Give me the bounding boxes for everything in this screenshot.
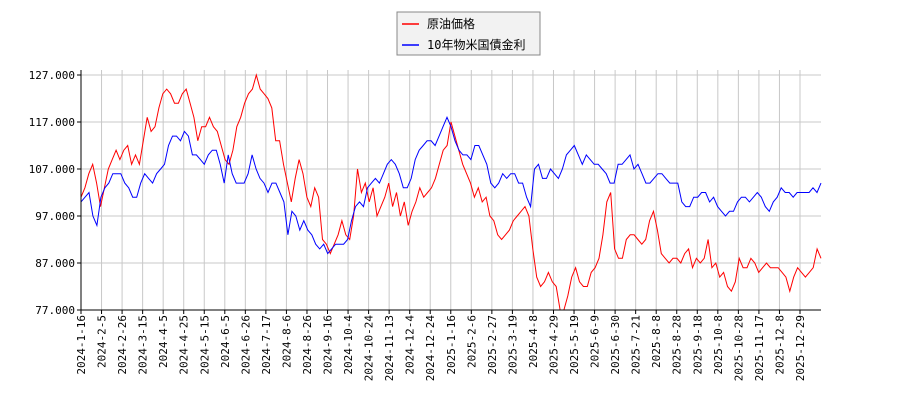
x-tick-label: 2024-1-16 (75, 315, 88, 375)
x-tick-label: 2024-8-6 (280, 315, 293, 368)
x-tick-label: 2024-12-24 (424, 315, 437, 382)
grid (80, 70, 821, 311)
series-lines (80, 73, 822, 311)
x-tick-label: 2024-4-25 (178, 315, 191, 375)
x-tick-label: 2025-6-30 (609, 315, 622, 375)
x-tick-label: 2024-6-26 (239, 315, 252, 375)
x-tick-label: 2025-2-6 (465, 315, 478, 368)
x-tick-label: 2024-11-13 (383, 315, 396, 381)
x-tick-label: 2024-2-5 (96, 315, 109, 368)
x-tick-label: 2025-12-8 (773, 315, 786, 375)
x-tick-label: 2024-12-4 (404, 315, 417, 375)
y-tick-label: 107.000 (29, 163, 75, 176)
x-tick-label: 2025-4-8 (527, 315, 540, 368)
x-tick-label: 2025-9-18 (691, 315, 704, 375)
y-tick-label: 127.000 (29, 69, 75, 82)
y-tick-label: 77.000 (35, 304, 75, 317)
x-tick-label: 2024-10-24 (363, 315, 376, 382)
x-tick-label: 2025-5-19 (568, 315, 581, 375)
legend: 原油価格 10年物米国債金利 (396, 11, 541, 56)
x-tick-label: 2024-9-16 (322, 315, 335, 375)
x-tick-label: 2024-4-5 (157, 315, 170, 368)
x-tick-label: 2025-3-19 (506, 315, 519, 375)
series-line-us10y (80, 116, 822, 255)
x-tick-label: 2025-1-16 (445, 315, 458, 375)
y-tick-label: 97.000 (35, 210, 75, 223)
x-tick-label: 2025-8-28 (671, 315, 684, 375)
x-tick-label: 2024-5-15 (198, 315, 211, 375)
x-axis: 2024-1-16 2024-2-5 2024-2-26 2024-3-15 2024-… (75, 310, 807, 381)
x-tick-label: 2025-12-29 (794, 315, 807, 381)
x-tick-label: 2025-10-28 (732, 315, 745, 381)
y-tick-label: 87.000 (35, 257, 75, 270)
x-tick-label: 2024-3-15 (137, 315, 150, 375)
x-tick-label: 2025-10-8 (712, 315, 725, 375)
x-tick-label: 2025-6-9 (589, 315, 602, 368)
x-tick-label: 2024-10-4 (342, 315, 355, 375)
y-axis: 77.000 87.000 97.000 107.000 117.000 127.000 (29, 69, 81, 317)
series-line-crude-oil (80, 73, 822, 311)
y-tick-label: 117.000 (29, 116, 75, 129)
x-tick-label: 2025-11-17 (753, 315, 766, 381)
legend-box (396, 11, 541, 56)
x-tick-label: 2024-2-26 (116, 315, 129, 375)
x-tick-label: 2025-4-29 (547, 315, 560, 375)
x-tick-label: 2024-6-5 (219, 315, 232, 368)
x-tick-label: 2025-2-27 (486, 315, 499, 375)
legend-label-crude: 原油価格 (427, 16, 475, 31)
legend-label-treasury: 10年物米国債金利 (427, 37, 525, 52)
x-tick-label: 2024-7-17 (260, 315, 273, 375)
x-tick-label: 2024-8-26 (301, 315, 314, 375)
x-tick-label: 2025-7-21 (630, 315, 643, 375)
x-tick-label: 2025-8-8 (650, 315, 663, 368)
